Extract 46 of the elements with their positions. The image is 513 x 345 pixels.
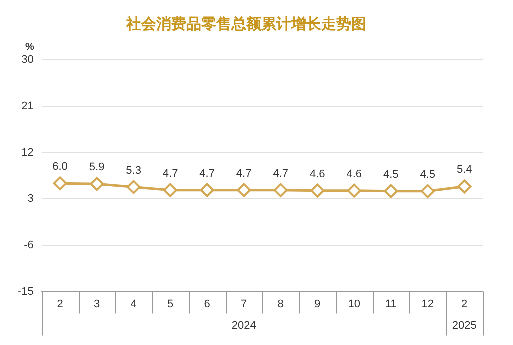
data-label: 4.7 — [236, 168, 252, 180]
point — [237, 183, 252, 198]
y-tick-label: -6 — [24, 239, 34, 252]
y-axis-title: % — [26, 42, 35, 53]
data-label: 4.5 — [420, 168, 436, 181]
data-label: 5.4 — [456, 164, 472, 176]
point — [274, 183, 288, 198]
x-tick-label: 9 — [314, 298, 321, 310]
data-label: 4.7 — [162, 168, 178, 180]
x-tick-label: 11 — [385, 298, 397, 310]
x-tick-label: 3 — [94, 298, 100, 310]
x-tick-label: 2 — [57, 298, 64, 310]
data-label: 4.7 — [273, 168, 288, 180]
point — [458, 180, 472, 194]
y-tick-label: -15 — [18, 286, 34, 298]
point — [420, 184, 435, 198]
point — [126, 180, 141, 194]
point — [164, 183, 178, 198]
x-tick-label: 8 — [278, 298, 284, 310]
data-label: 4.7 — [200, 168, 215, 180]
x-tick-label: 5 — [167, 298, 174, 310]
text: 2024 — [232, 320, 256, 332]
text: 2025 — [452, 320, 477, 332]
data-label: 5.3 — [126, 164, 142, 177]
x-tick-label: 2 — [462, 298, 468, 310]
point — [347, 184, 362, 198]
x-tick-label: 7 — [241, 298, 248, 310]
data-label: 4.6 — [310, 168, 326, 180]
chart-title: 社会消费品零售总额累计增长走势图 — [126, 15, 366, 34]
x-tick-label: 10 — [348, 298, 360, 310]
point — [310, 184, 325, 198]
x-tick-label: 12 — [422, 298, 434, 310]
point — [90, 177, 104, 192]
data-label: 6.0 — [52, 161, 68, 174]
y-tick-label: 21 — [22, 100, 34, 112]
y-tick-label: 3 — [28, 193, 34, 206]
data-label: 4.5 — [383, 168, 399, 181]
y-tick-label: 30 — [22, 54, 34, 66]
point — [200, 183, 214, 198]
point — [384, 184, 398, 198]
point — [53, 176, 68, 191]
y-tick-label: 12 — [22, 146, 34, 159]
x-tick-label: 4 — [130, 298, 137, 310]
data-label: 5.9 — [89, 162, 105, 174]
x-tick-label: 6 — [204, 298, 210, 310]
data-label: 4.6 — [346, 168, 362, 180]
